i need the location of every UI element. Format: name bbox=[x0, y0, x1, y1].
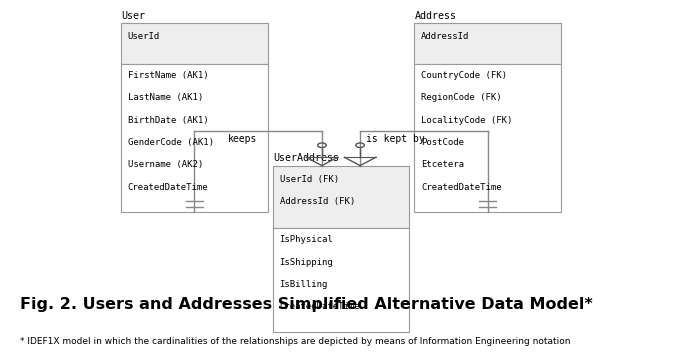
Text: IsBilling: IsBilling bbox=[280, 280, 328, 289]
Text: IsPhysical: IsPhysical bbox=[280, 235, 333, 244]
Text: AddressId (FK): AddressId (FK) bbox=[280, 197, 355, 206]
Bar bbox=[273, 228, 409, 332]
Text: Etcetera: Etcetera bbox=[421, 160, 464, 169]
Text: CountryCode (FK): CountryCode (FK) bbox=[421, 71, 507, 80]
Bar bbox=[273, 166, 409, 228]
Text: BirthDate (AK1): BirthDate (AK1) bbox=[128, 116, 209, 125]
Text: UserAddress: UserAddress bbox=[273, 153, 339, 163]
Text: IsShipping: IsShipping bbox=[280, 258, 333, 267]
Text: keeps: keeps bbox=[227, 134, 257, 144]
Bar bbox=[121, 64, 267, 212]
Text: CreatedDateTime: CreatedDateTime bbox=[128, 183, 209, 192]
Text: PostCode: PostCode bbox=[421, 138, 464, 147]
Text: * IDEF1X model in which the cardinalities of the relationships are depicted by m: * IDEF1X model in which the cardinalitie… bbox=[20, 337, 571, 346]
Bar bbox=[121, 23, 267, 64]
Text: CreatedDateTime: CreatedDateTime bbox=[280, 302, 360, 311]
Text: Fig. 2. Users and Addresses Simplified Alternative Data Model*: Fig. 2. Users and Addresses Simplified A… bbox=[20, 297, 593, 312]
Bar bbox=[414, 64, 561, 212]
Text: Username (AK2): Username (AK2) bbox=[128, 160, 203, 169]
Text: LocalityCode (FK): LocalityCode (FK) bbox=[421, 116, 512, 125]
Text: CreatedDateTime: CreatedDateTime bbox=[421, 183, 502, 192]
Text: LastName (AK1): LastName (AK1) bbox=[128, 93, 203, 102]
Text: UserId (FK): UserId (FK) bbox=[280, 175, 339, 184]
Text: is kept by: is kept by bbox=[366, 134, 425, 144]
Text: User: User bbox=[121, 10, 145, 21]
Text: RegionCode (FK): RegionCode (FK) bbox=[421, 93, 502, 102]
Text: UserId: UserId bbox=[128, 32, 160, 41]
Text: AddressId: AddressId bbox=[421, 32, 469, 41]
Bar bbox=[414, 23, 561, 64]
Text: FirstName (AK1): FirstName (AK1) bbox=[128, 71, 209, 80]
Text: Address: Address bbox=[414, 10, 456, 21]
Text: GenderCode (AK1): GenderCode (AK1) bbox=[128, 138, 214, 147]
